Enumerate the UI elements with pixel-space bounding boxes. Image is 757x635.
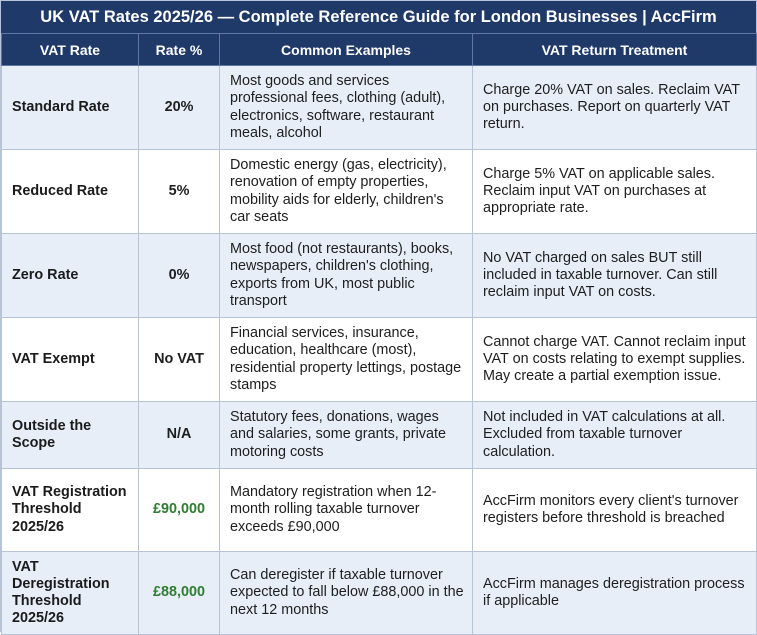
- row-examples: Statutory fees, donations, wages and sal…: [219, 401, 473, 469]
- row-examples: Mandatory registration when 12-month rol…: [219, 468, 473, 552]
- column-header-rate-percent: Rate %: [138, 33, 220, 66]
- row-rate: N/A: [138, 401, 220, 469]
- row-treatment: Not included in VAT calculations at all.…: [472, 401, 757, 469]
- row-name: Reduced Rate: [1, 149, 139, 234]
- row-examples: Domestic energy (gas, electricity), reno…: [219, 149, 473, 234]
- table-row: Outside the Scope N/A Statutory fees, do…: [1, 401, 757, 469]
- row-name: Outside the Scope: [1, 401, 139, 469]
- row-rate: 5%: [138, 149, 220, 234]
- row-name: Standard Rate: [1, 65, 139, 150]
- row-rate: 0%: [138, 233, 220, 318]
- row-rate: No VAT: [138, 317, 220, 402]
- table-row: Zero Rate 0% Most food (not restaurants)…: [1, 233, 757, 318]
- table-header-row: VAT Rate Rate % Common Examples VAT Retu…: [1, 33, 757, 66]
- threshold-value: £88,000: [138, 551, 220, 635]
- row-examples: Can deregister if taxable turnover expec…: [219, 551, 473, 635]
- row-name: VAT Exempt: [1, 317, 139, 402]
- row-name: VAT Registration Threshold 2025/26: [1, 468, 139, 552]
- table-row: Reduced Rate 5% Domestic energy (gas, el…: [1, 149, 757, 234]
- row-treatment: Charge 5% VAT on applicable sales. Recla…: [472, 149, 757, 234]
- row-name: VAT Deregistration Threshold 2025/26: [1, 551, 139, 635]
- row-treatment: AccFirm manages deregistration process i…: [472, 551, 757, 635]
- row-treatment: No VAT charged on sales BUT still includ…: [472, 233, 757, 318]
- column-header-vat-rate: VAT Rate: [1, 33, 139, 66]
- table-row: VAT Exempt No VAT Financial services, in…: [1, 317, 757, 402]
- column-header-vat-return-treatment: VAT Return Treatment: [472, 33, 757, 66]
- row-name: Zero Rate: [1, 233, 139, 318]
- row-examples: Most goods and services professional fee…: [219, 65, 473, 150]
- threshold-value: £90,000: [138, 468, 220, 552]
- table-row: Standard Rate 20% Most goods and service…: [1, 65, 757, 150]
- row-examples: Financial services, insurance, education…: [219, 317, 473, 402]
- row-treatment: Cannot charge VAT. Cannot reclaim input …: [472, 317, 757, 402]
- column-header-common-examples: Common Examples: [219, 33, 473, 66]
- row-examples: Most food (not restaurants), books, news…: [219, 233, 473, 318]
- row-treatment: Charge 20% VAT on sales. Reclaim VAT on …: [472, 65, 757, 150]
- table-title: UK VAT Rates 2025/26 — Complete Referenc…: [1, 1, 756, 33]
- row-rate: 20%: [138, 65, 220, 150]
- table-row: VAT Registration Threshold 2025/26 £90,0…: [1, 468, 757, 552]
- vat-rates-table: VAT Rate Rate % Common Examples VAT Retu…: [1, 33, 757, 635]
- row-treatment: AccFirm monitors every client's turnover…: [472, 468, 757, 552]
- table-row: VAT Deregistration Threshold 2025/26 £88…: [1, 551, 757, 635]
